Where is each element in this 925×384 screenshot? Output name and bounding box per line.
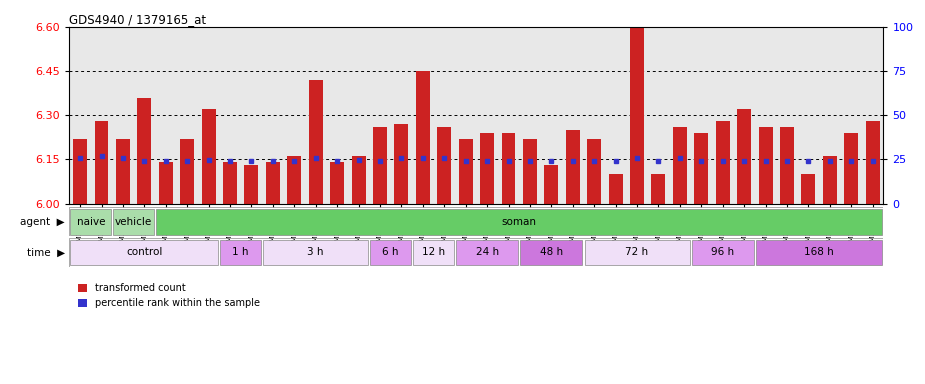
Bar [264,240,368,265]
Bar [801,174,815,204]
Bar [180,139,194,204]
Bar [220,240,261,265]
Bar [438,127,451,204]
Text: 1 h: 1 h [232,247,249,258]
Bar [758,127,772,204]
Bar [866,121,880,204]
Bar [585,240,689,265]
Bar [566,130,580,204]
Legend: transformed count, percentile rank within the sample: transformed count, percentile rank withi… [74,280,264,312]
Bar [373,127,387,204]
Bar [737,109,751,204]
Text: agent  ▶: agent ▶ [20,217,65,227]
Bar [70,240,218,265]
Bar [845,133,858,204]
Bar [672,127,687,204]
Bar [651,174,665,204]
Bar [352,156,365,204]
Bar [716,121,730,204]
Text: 3 h: 3 h [307,247,324,258]
Bar [501,133,515,204]
Bar [116,139,130,204]
Bar [523,139,536,204]
Bar [309,80,323,204]
Text: 24 h: 24 h [475,247,499,258]
Bar [330,162,344,204]
Bar [223,162,237,204]
Bar [480,133,494,204]
Bar [413,240,454,265]
Bar [244,165,258,204]
Text: time  ▶: time ▶ [27,247,65,258]
Bar [265,162,280,204]
Bar [459,139,473,204]
Bar [394,124,408,204]
Bar [456,240,518,265]
Bar [113,209,154,235]
Text: GDS4940 / 1379165_at: GDS4940 / 1379165_at [69,13,206,26]
Bar [520,240,583,265]
Bar [695,133,709,204]
Bar [609,174,623,204]
Bar [288,156,302,204]
Bar [780,127,794,204]
Text: 168 h: 168 h [804,247,834,258]
Text: naive: naive [77,217,105,227]
Text: 48 h: 48 h [540,247,563,258]
Bar [156,209,882,235]
Bar [73,139,87,204]
Text: vehicle: vehicle [115,217,153,227]
Bar [70,209,111,235]
Bar [545,165,559,204]
Text: 6 h: 6 h [382,247,399,258]
Text: soman: soman [501,217,536,227]
Bar [94,121,108,204]
Bar [370,240,411,265]
Bar [416,71,430,204]
Bar [823,156,837,204]
Bar [630,6,644,204]
Bar [587,139,601,204]
Bar [202,109,216,204]
Text: 12 h: 12 h [422,247,445,258]
Bar [138,98,152,204]
Text: 96 h: 96 h [711,247,734,258]
Bar [159,162,173,204]
Bar [756,240,882,265]
Text: control: control [126,247,163,258]
Text: 72 h: 72 h [625,247,648,258]
Bar [692,240,754,265]
